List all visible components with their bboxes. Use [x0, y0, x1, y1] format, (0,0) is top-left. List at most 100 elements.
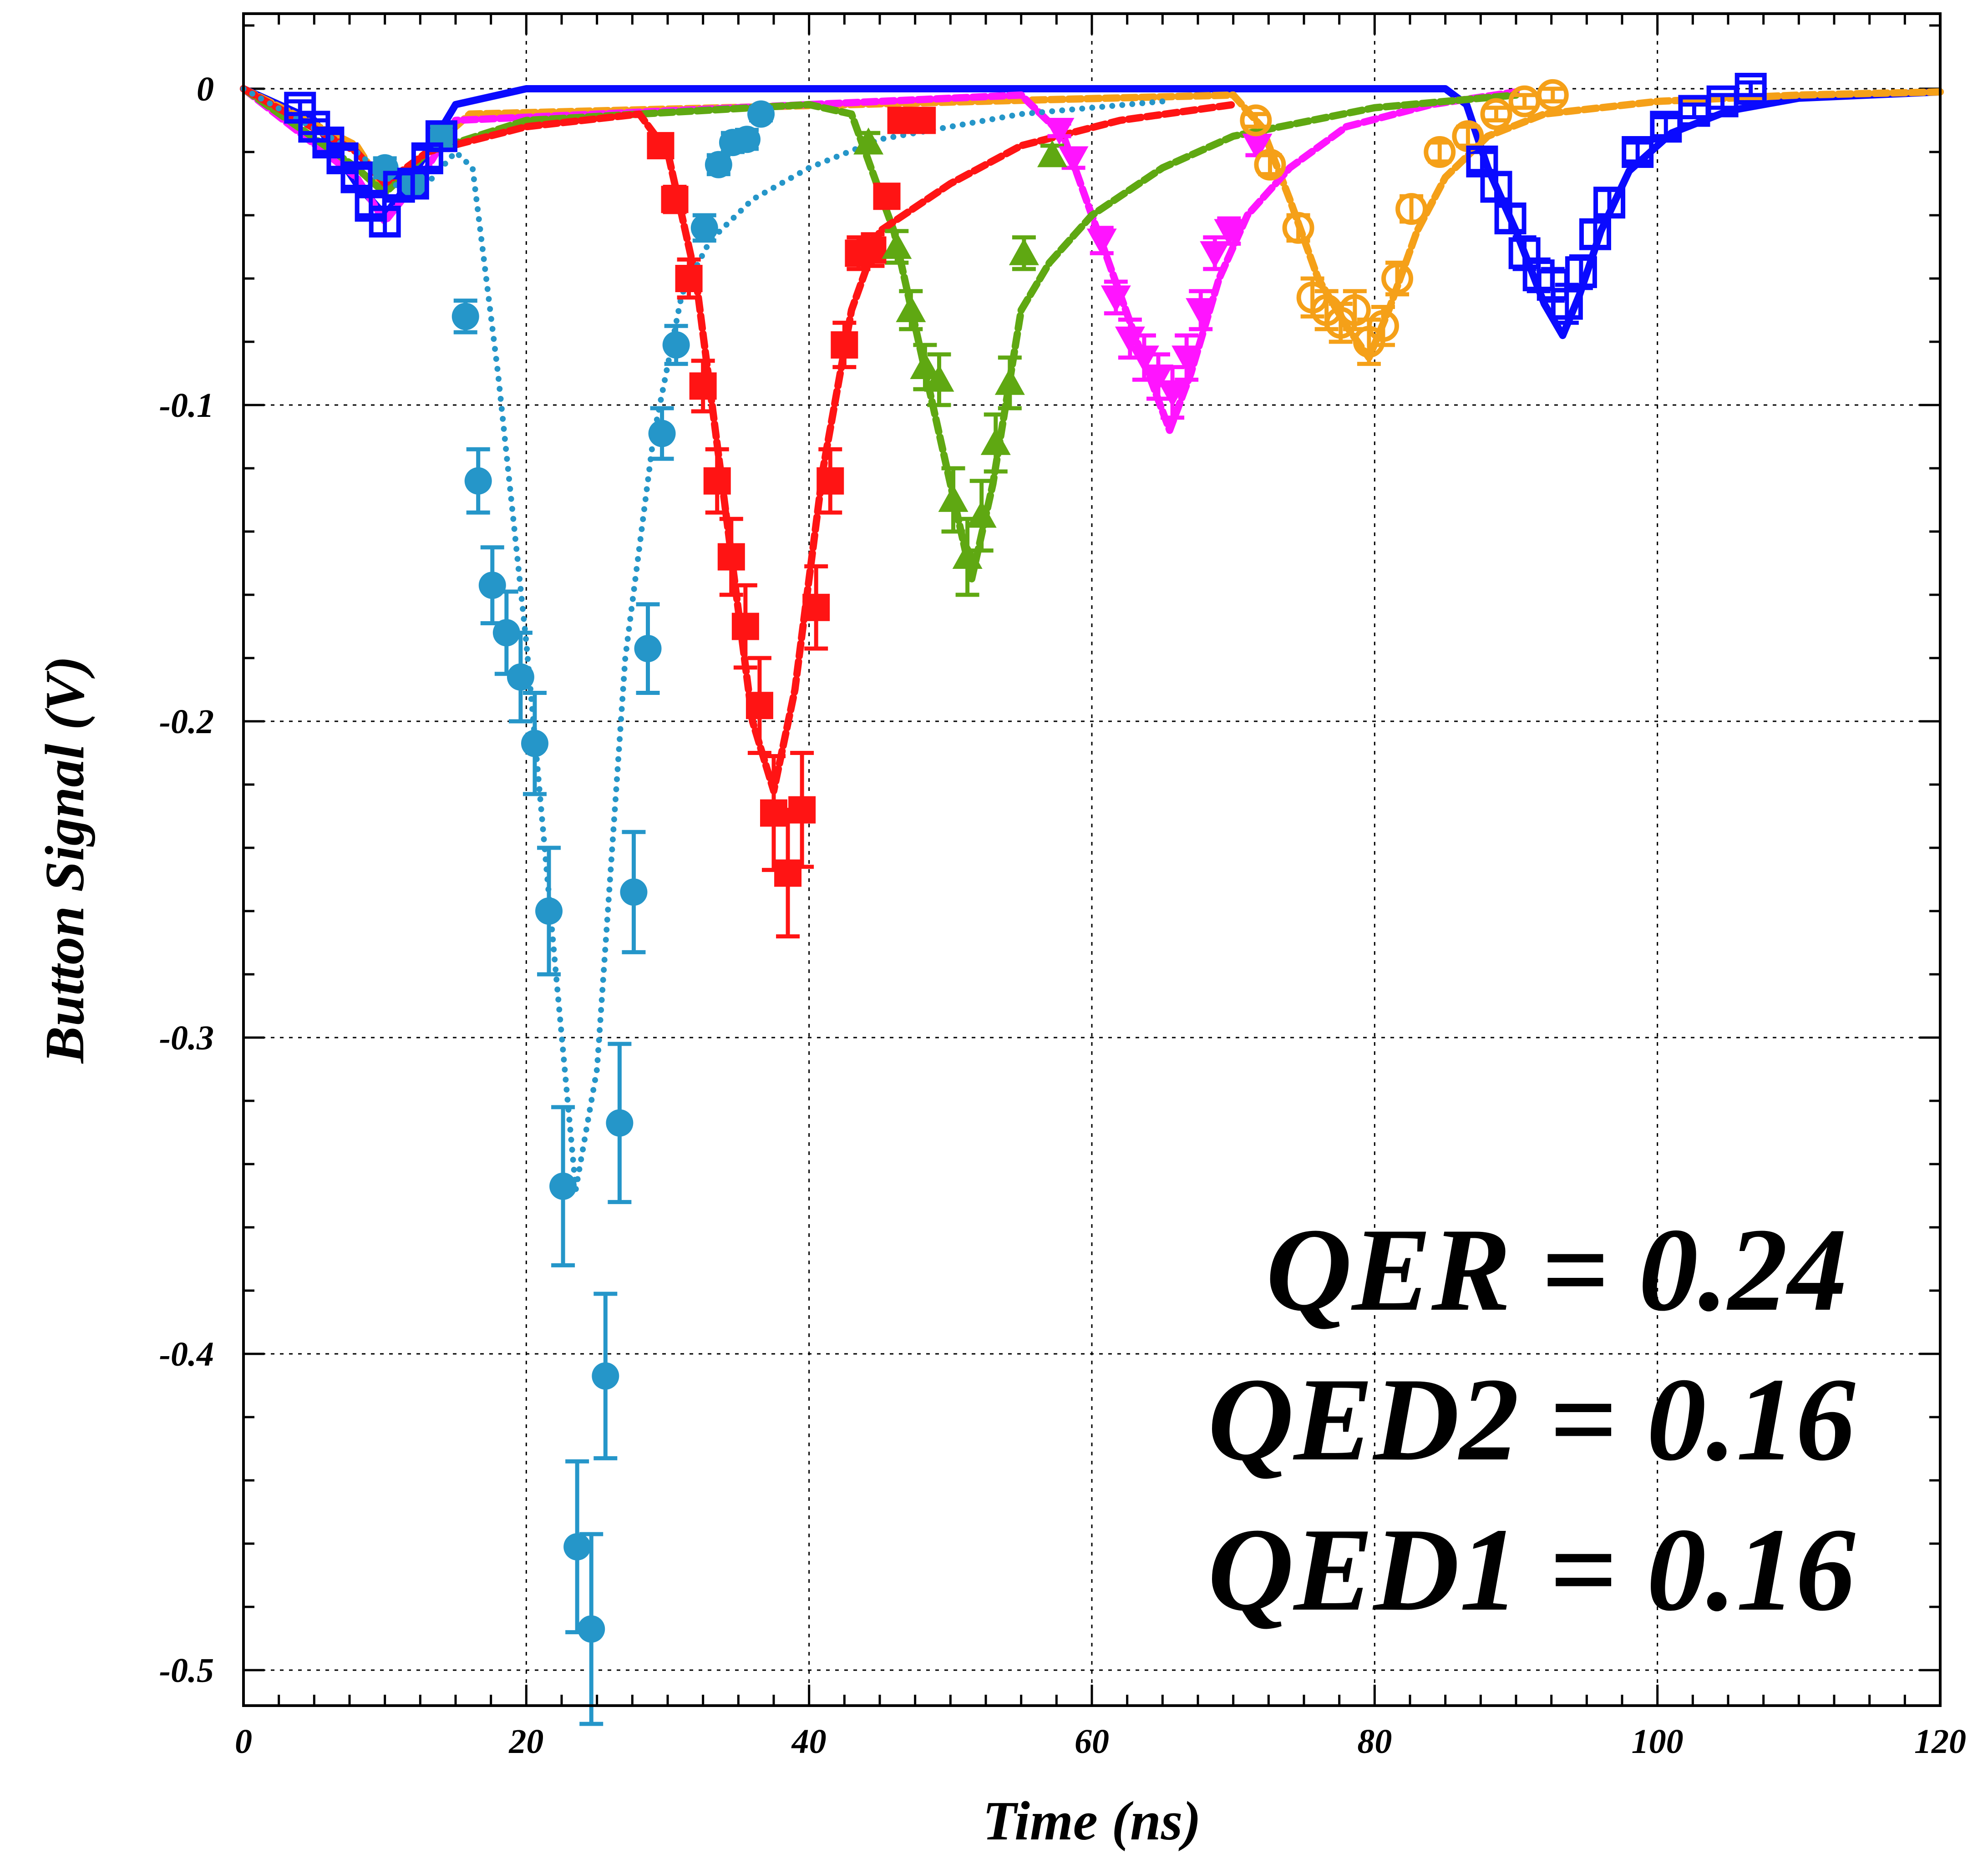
data-point	[1214, 219, 1244, 246]
data-point	[1480, 98, 1512, 130]
data-point	[1115, 326, 1145, 354]
data-point	[661, 186, 689, 213]
data-point	[1009, 238, 1039, 265]
annotation-qer: QER = 0.24	[1266, 1204, 1847, 1336]
y-tick-label: -0.1	[159, 386, 214, 425]
data-point	[952, 542, 983, 569]
data-point	[662, 331, 690, 359]
data-point	[980, 428, 1011, 455]
x-tick-label: 20	[508, 1722, 543, 1761]
data-point	[908, 106, 936, 134]
data-point	[1200, 241, 1230, 268]
data-point	[1593, 187, 1626, 219]
data-point	[705, 151, 732, 178]
x-tick-label: 100	[1632, 1722, 1684, 1761]
y-tick-label: -0.3	[159, 1019, 214, 1057]
data-point	[1129, 345, 1159, 373]
data-point	[535, 897, 563, 925]
y-tick-label: -0.5	[159, 1651, 214, 1690]
data-point	[549, 1172, 577, 1200]
data-point	[774, 859, 802, 887]
data-point	[689, 372, 717, 400]
data-point	[1381, 263, 1414, 294]
data-point	[853, 127, 884, 155]
data-point	[1100, 285, 1131, 313]
x-axis-title: Time (ns)	[983, 1790, 1201, 1852]
data-point	[1339, 294, 1371, 326]
data-point	[1037, 140, 1068, 167]
data-point	[578, 1615, 605, 1643]
data-point	[994, 368, 1025, 395]
y-axis-title: Button Signal (V)	[34, 656, 96, 1064]
data-point	[747, 100, 775, 128]
data-point	[733, 126, 761, 153]
data-point	[788, 796, 816, 824]
data-point	[1565, 256, 1597, 289]
data-point	[675, 265, 703, 292]
data-point	[1480, 171, 1512, 203]
data-point	[859, 236, 887, 264]
data-point	[1242, 133, 1273, 161]
y-tick-label: -0.2	[159, 703, 214, 741]
data-point	[451, 303, 479, 330]
fit-curve	[240, 86, 1166, 1193]
data-point	[647, 132, 674, 160]
tick-labels: 0 20 40 60 80 100 120 0 -0.1 -0.2 -0.3 -0.4 -0.5	[159, 70, 1966, 1761]
data-point	[1537, 79, 1569, 111]
data-point	[760, 799, 787, 827]
data-point	[1424, 136, 1456, 168]
data-point	[966, 501, 997, 528]
annotation-qed1: QED1 = 0.16	[1208, 1504, 1856, 1636]
data-point	[816, 467, 844, 495]
data-point	[1367, 310, 1399, 342]
data-point	[1508, 85, 1541, 117]
data-point	[648, 420, 676, 447]
data-point	[703, 467, 731, 495]
data-point	[606, 1109, 634, 1137]
data-point	[882, 232, 912, 259]
y-tick-label: 0	[197, 70, 214, 108]
x-tick-label: 80	[1357, 1722, 1392, 1761]
x-tick-label: 60	[1075, 1722, 1109, 1761]
data-point	[1172, 345, 1202, 373]
data-point	[563, 1533, 591, 1560]
data-point	[1494, 202, 1526, 234]
annotation-qed2: QED2 = 0.16	[1208, 1353, 1856, 1485]
data-point	[924, 365, 954, 392]
data-point	[1579, 218, 1611, 250]
data-point	[1058, 146, 1089, 173]
data-point	[1044, 117, 1075, 145]
data-point	[507, 663, 534, 691]
data-point	[1395, 193, 1428, 225]
data-point	[731, 613, 759, 640]
data-point	[1254, 148, 1286, 181]
data-point	[690, 214, 718, 242]
data-point	[1240, 104, 1272, 137]
data-point	[521, 729, 548, 757]
data-point	[1282, 212, 1314, 244]
data-markers	[284, 73, 1767, 1643]
data-point	[873, 182, 901, 210]
data-point	[1734, 73, 1767, 105]
data-point	[1622, 136, 1654, 168]
data-point	[802, 593, 830, 621]
x-tick-label: 0	[235, 1722, 252, 1761]
data-point	[910, 352, 940, 379]
y-tick-label: -0.4	[159, 1335, 214, 1373]
data-point	[1186, 298, 1216, 325]
data-point	[464, 467, 492, 495]
x-tick-label: 40	[791, 1722, 827, 1761]
data-point	[831, 331, 858, 359]
data-point	[896, 295, 926, 322]
data-point	[1143, 365, 1174, 392]
data-point	[478, 572, 506, 599]
plot-frame	[242, 12, 1942, 1707]
data-point	[620, 878, 648, 906]
data-point	[634, 635, 662, 663]
data-point	[746, 692, 773, 719]
x-tick-label: 120	[1914, 1722, 1966, 1761]
data-point	[592, 1362, 619, 1390]
data-point	[1551, 288, 1583, 320]
data-point	[425, 120, 457, 152]
data-point	[717, 543, 745, 571]
